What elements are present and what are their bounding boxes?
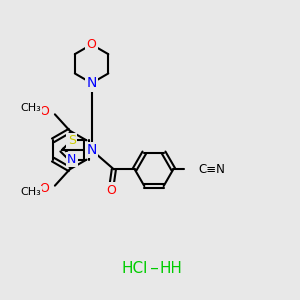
Text: S: S — [68, 134, 76, 147]
Text: CH₃: CH₃ — [20, 187, 41, 197]
Text: C≡N: C≡N — [199, 163, 225, 176]
Text: N: N — [86, 76, 97, 90]
Text: O: O — [40, 182, 50, 195]
Text: O: O — [40, 105, 50, 118]
Text: O: O — [87, 38, 97, 51]
Text: N: N — [67, 153, 76, 166]
Text: CH₃: CH₃ — [20, 103, 41, 113]
Text: N: N — [86, 143, 97, 157]
Text: H: H — [159, 261, 171, 276]
Text: HCl — H: HCl — H — [118, 261, 182, 276]
Text: O: O — [106, 184, 116, 196]
Text: N: N — [86, 76, 97, 90]
Text: HCl: HCl — [122, 261, 148, 276]
